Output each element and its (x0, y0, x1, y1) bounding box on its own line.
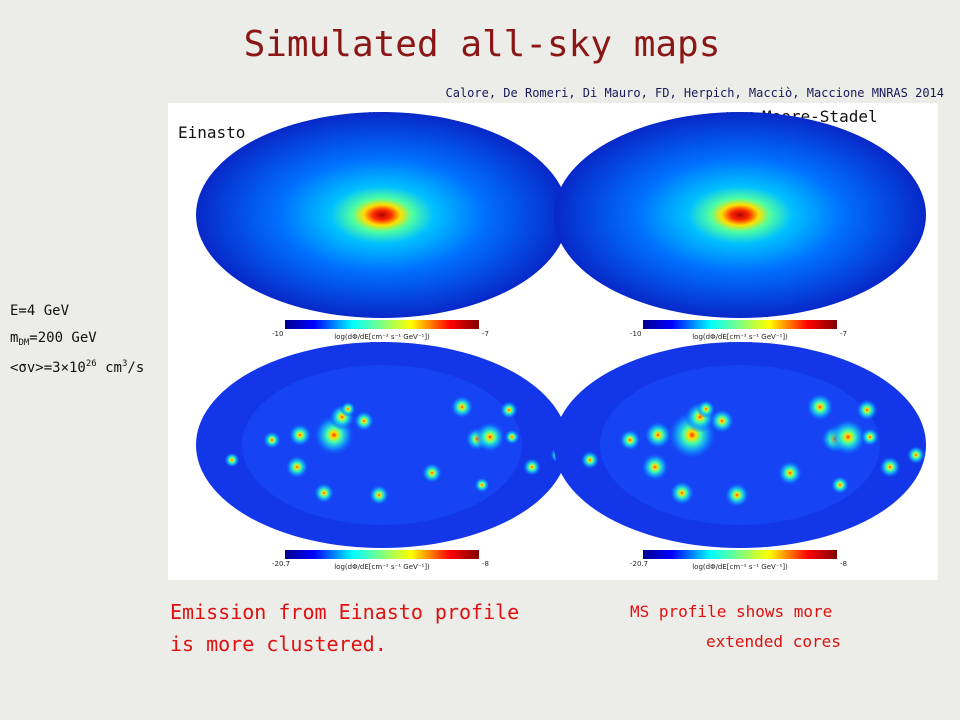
text: =200 GeV (29, 330, 97, 346)
subscript: DM (18, 338, 29, 348)
subhalo (368, 484, 390, 506)
sky-map (554, 112, 926, 318)
caption-line: extended cores (706, 632, 841, 651)
subhalo (285, 455, 309, 479)
subhalo (313, 482, 335, 504)
colorbar (285, 320, 479, 329)
text: m (10, 330, 18, 346)
text: /s (127, 360, 144, 376)
slide-title: Simulated all-sky maps (244, 24, 721, 65)
subhalo (640, 452, 670, 482)
colorbar-max: -8 (482, 560, 489, 568)
subhalo (450, 395, 474, 419)
subhalo (619, 429, 641, 451)
citation: Calore, De Romeri, Di Mauro, FD, Herpich… (446, 86, 945, 100)
caption-line: MS profile shows more (630, 602, 832, 621)
colorbar (643, 550, 837, 559)
superscript: 3 (122, 359, 127, 369)
colorbar (285, 550, 479, 559)
subhalo (829, 418, 867, 456)
colorbar (643, 320, 837, 329)
energy: E=4 GeV (10, 303, 70, 319)
subhalo (340, 401, 356, 417)
subhalo (504, 429, 520, 445)
profile-label: Einasto (178, 123, 245, 142)
subhalo (353, 410, 375, 432)
text: <σv>=3×10 (10, 360, 86, 376)
subhalo (860, 427, 880, 447)
caption-right: MS profile shows more extended cores (630, 602, 841, 651)
subhalo (777, 460, 803, 486)
colorbar-min: -20.7 (272, 560, 290, 568)
subhalo (288, 423, 312, 447)
subhalo (474, 421, 506, 453)
mass: mDM=200 GeV (10, 330, 97, 348)
subhalo (906, 445, 926, 465)
subhalo (856, 399, 878, 421)
caption-line: Emission from Einasto profile (170, 600, 519, 624)
subhalo (522, 457, 542, 477)
subhalo (421, 462, 443, 484)
colorbar-label: log(dΦ/dE[cm⁻² s⁻¹ GeV⁻¹]) (334, 333, 430, 341)
subhalo (830, 475, 850, 495)
cross-section: <σv>=3×1026 cm3/s (10, 359, 144, 376)
subhalo (805, 392, 835, 422)
caption-left: Emission from Einasto profile is more cl… (170, 600, 519, 656)
colorbar-min: -20.7 (630, 560, 648, 568)
colorbar-label: log(dΦ/dE[cm⁻² s⁻¹ GeV⁻¹]) (692, 563, 788, 571)
colorbar-min: -10 (272, 330, 283, 338)
colorbar-min: -10 (630, 330, 641, 338)
colorbar-label: log(dΦ/dE[cm⁻² s⁻¹ GeV⁻¹]) (692, 333, 788, 341)
subhalo (696, 399, 716, 419)
colorbar-max: -7 (482, 330, 489, 338)
colorbar-label: log(dΦ/dE[cm⁻² s⁻¹ GeV⁻¹]) (334, 563, 430, 571)
subhalo (499, 400, 519, 420)
subhalo (224, 452, 240, 468)
colorbar-max: -7 (840, 330, 847, 338)
subhalo (709, 408, 735, 434)
subhalo (643, 420, 673, 450)
subhalo (262, 430, 282, 450)
caption-line: is more clustered. (170, 632, 387, 656)
superscript: 26 (86, 359, 97, 369)
subhalo (474, 477, 490, 493)
subhalo (724, 482, 750, 508)
colorbar-max: -8 (840, 560, 847, 568)
subhalo (879, 456, 901, 478)
text: cm (97, 360, 122, 376)
subhalo (669, 480, 695, 506)
parameters: E=4 GeV mDM=200 GeV <σv>=3×1026 cm3/s (10, 303, 144, 376)
sky-map (196, 112, 568, 318)
subhalo (580, 450, 600, 470)
